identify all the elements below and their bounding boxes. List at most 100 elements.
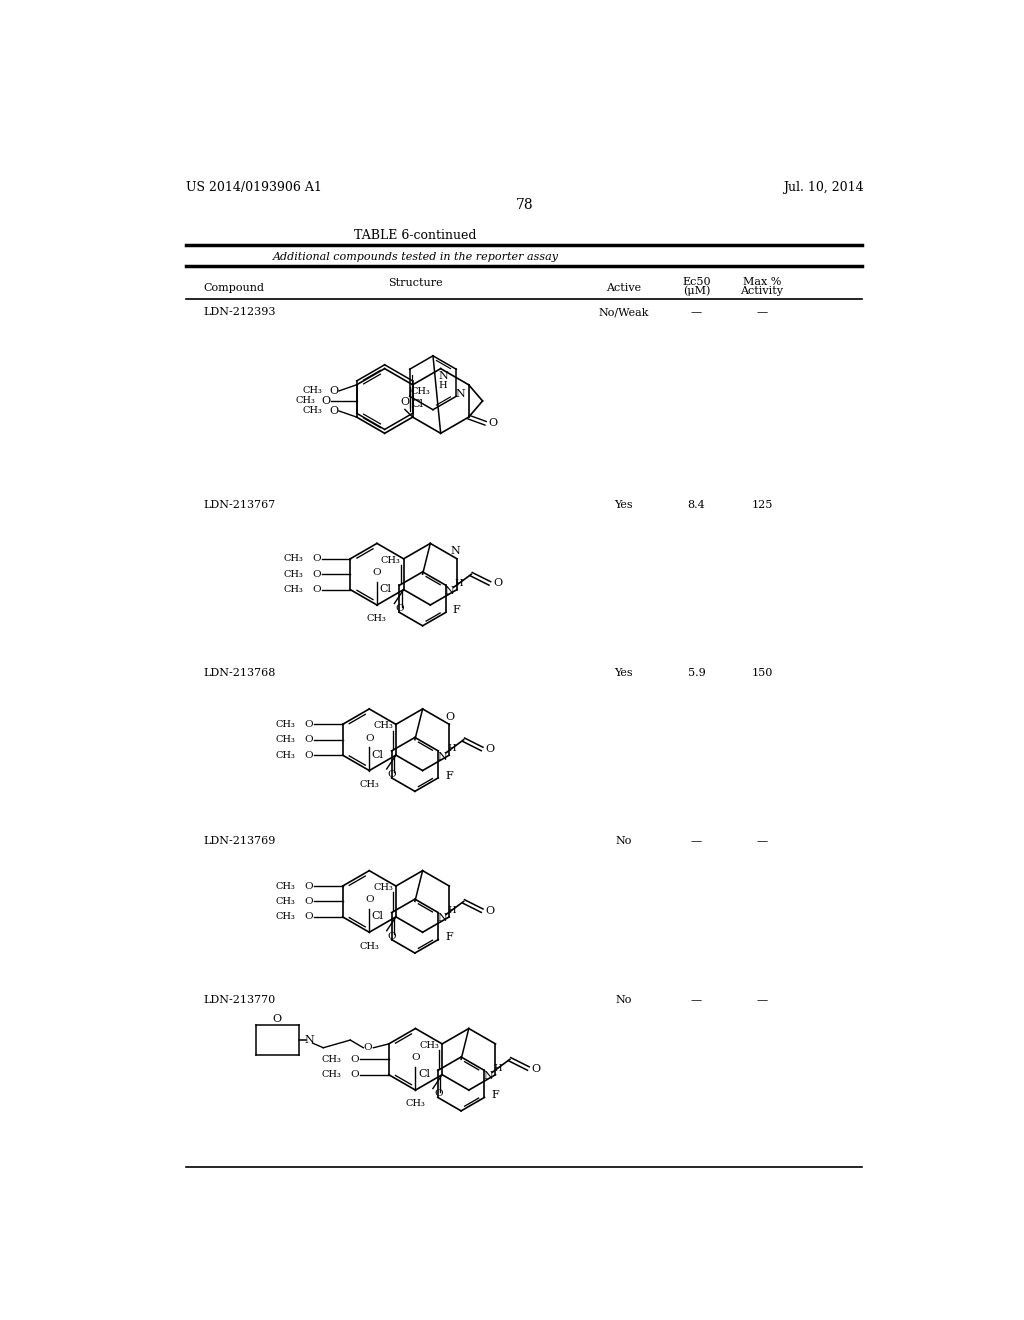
Text: Additional compounds tested in the reporter assay: Additional compounds tested in the repor… [272,252,558,261]
Text: O: O [312,585,321,594]
Text: US 2014/0193906 A1: US 2014/0193906 A1 [186,181,322,194]
Text: CH₃: CH₃ [411,387,430,396]
Text: O: O [388,770,396,779]
Text: O: O [365,734,374,743]
Text: 125: 125 [752,500,773,510]
Text: O: O [364,1043,373,1052]
Text: H: H [447,907,456,915]
Text: O: O [388,932,396,941]
Text: O: O [329,385,338,396]
Text: H: H [438,381,447,389]
Text: Cl: Cl [372,750,384,760]
Text: O: O [350,1055,359,1064]
Text: O: O [304,912,313,921]
Text: Cl: Cl [418,1069,430,1080]
Text: Cl: Cl [412,399,424,409]
Text: CH₃: CH₃ [303,407,323,416]
Text: —: — [757,995,768,1005]
Text: No/Weak: No/Weak [598,308,648,317]
Text: O: O [395,605,404,614]
Text: O: O [312,570,321,578]
Text: Structure: Structure [388,279,442,288]
Text: CH₃: CH₃ [359,941,379,950]
Text: CH₃: CH₃ [275,912,296,921]
Text: LDN-213768: LDN-213768 [204,668,276,677]
Text: O: O [373,568,381,577]
Text: F: F [453,605,461,615]
Text: N: N [438,371,447,381]
Text: O: O [304,882,313,891]
Text: O: O [304,719,313,729]
Text: CH₃: CH₃ [367,614,387,623]
Text: O: O [434,1089,442,1098]
Text: TABLE 6-continued: TABLE 6-continued [354,228,477,242]
Text: —: — [691,995,702,1005]
Text: CH₃: CH₃ [381,556,400,565]
Text: H: H [494,1064,502,1073]
Text: O: O [485,744,495,754]
Text: CH₃: CH₃ [303,387,323,396]
Text: O: O [304,735,313,744]
Text: N: N [437,751,447,762]
Text: CH₃: CH₃ [373,883,393,892]
Text: —: — [691,308,702,317]
Text: LDN-213769: LDN-213769 [204,837,276,846]
Text: O: O [493,578,502,589]
Text: N: N [437,913,447,924]
Text: Yes: Yes [614,500,633,510]
Text: Active: Active [606,282,641,293]
Text: LDN-213767: LDN-213767 [204,500,275,510]
Text: F: F [492,1090,499,1100]
Text: No: No [615,995,632,1005]
Text: Yes: Yes [614,668,633,677]
Text: CH₃: CH₃ [419,1041,439,1049]
Text: O: O [488,418,498,428]
Text: CH₃: CH₃ [359,780,379,789]
Text: CH₃: CH₃ [284,585,303,594]
Text: (μM): (μM) [683,285,711,296]
Text: Max %: Max % [742,277,781,286]
Text: CH₃: CH₃ [275,882,296,891]
Text: —: — [757,308,768,317]
Text: 78: 78 [516,198,534,211]
Text: CH₃: CH₃ [275,735,296,744]
Text: 5.9: 5.9 [688,668,706,677]
Text: O: O [329,407,338,416]
Text: N: N [304,1035,314,1045]
Text: F: F [445,932,453,942]
Text: O: O [322,396,331,407]
Text: Cl: Cl [372,912,384,921]
Text: No: No [615,837,632,846]
Text: N: N [483,1072,494,1081]
Text: Activity: Activity [740,286,783,296]
Text: CH₃: CH₃ [406,1100,425,1109]
Text: CH₃: CH₃ [275,719,296,729]
Text: LDN-213770: LDN-213770 [204,995,275,1005]
Text: N: N [451,546,460,556]
Text: O: O [531,1064,541,1073]
Text: O: O [350,1071,359,1080]
Text: N: N [445,586,455,597]
Text: 150: 150 [752,668,773,677]
Text: O: O [304,751,313,759]
Text: O: O [312,554,321,564]
Text: H: H [455,579,463,587]
Text: Ec50: Ec50 [682,277,711,286]
Text: CH₃: CH₃ [275,751,296,759]
Text: O: O [485,906,495,916]
Text: CH₃: CH₃ [284,554,303,564]
Text: N: N [456,389,465,399]
Text: O: O [412,1053,420,1063]
Text: O: O [304,898,313,906]
Text: O: O [365,895,374,904]
Text: Compound: Compound [204,282,265,293]
Text: O: O [445,711,455,722]
Text: F: F [445,771,453,780]
Text: 8.4: 8.4 [688,500,706,510]
Text: —: — [757,837,768,846]
Text: CH₃: CH₃ [322,1055,342,1064]
Text: CH₃: CH₃ [295,396,315,405]
Text: CH₃: CH₃ [373,722,393,730]
Text: H: H [447,744,456,754]
Text: O: O [400,397,410,407]
